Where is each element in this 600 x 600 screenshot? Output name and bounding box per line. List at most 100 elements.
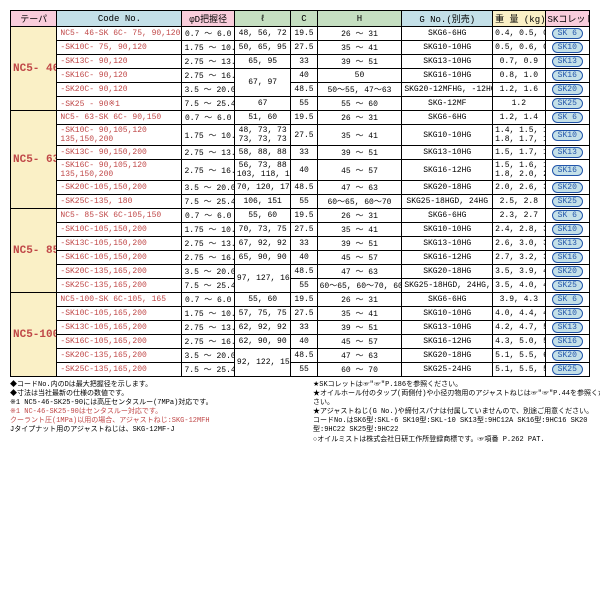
- w-cell: 1.5, 1.7, 1.9: [493, 146, 545, 160]
- code-cell: -SK10C-105,165,200: [57, 307, 182, 321]
- collet-capsule: SK 6: [552, 112, 583, 123]
- table-row: -SK20C-135,165,2003.5 ～ 20.092, 122, 157…: [11, 349, 590, 363]
- c-cell: 48.5: [291, 83, 317, 97]
- code-cell: NC5- 63-SK 6C- 90,150: [57, 111, 182, 125]
- w-cell: 1.5, 1.6, 1.71.8, 2.0, 2.2: [493, 160, 545, 181]
- header-c: C: [291, 11, 317, 27]
- table-row: NC5- 63NC5- 63-SK 6C- 90,1500.7 ～ 6.051,…: [11, 111, 590, 125]
- notes-right: ★SKコレットは☞"☞"P.186を参照ください。★オイルホール付のタップ(両側…: [313, 381, 600, 445]
- footer-notes: ◆コードNo.内のDは最大把握径を示します。◆寸法は当社最新の仕様の数値です。※…: [10, 381, 600, 445]
- table-row: -SK13C-105,165,2002.75 ～ 13.062, 92, 923…: [11, 321, 590, 335]
- c-cell: 33: [291, 146, 317, 160]
- h-cell: 39 ～ 51: [317, 55, 402, 69]
- c-cell: 40: [291, 160, 317, 181]
- l-cell: 67: [234, 97, 290, 111]
- code-cell: -SK10C-105,150,200: [57, 223, 182, 237]
- collet-cell: SK10: [545, 41, 589, 55]
- h-cell: 45 ～ 57: [317, 335, 402, 349]
- note-line: ★アジャストねじ(G No.)や締付スパナは付属していませんので、別途ご用意くだ…: [313, 408, 600, 417]
- h-cell: 47 ～ 63: [317, 265, 402, 279]
- collet-cell: SK13: [545, 146, 589, 160]
- code-cell: -SK10C- 90,105,120 135,150,200: [57, 125, 182, 146]
- code-cell: -SK13C- 90,150,200: [57, 146, 182, 160]
- table-row: -SK25 - 90※17.5 ～ 25.4675555 ～ 60SKG-12M…: [11, 97, 590, 111]
- g-cell: SKG20-18HG: [402, 265, 493, 279]
- c-cell: 27.5: [291, 223, 317, 237]
- code-cell: -SK13C- 90,120: [57, 55, 182, 69]
- code-cell: -SK13C-105,150,200: [57, 237, 182, 251]
- c-cell: 40: [291, 335, 317, 349]
- w-cell: 0.5, 0.6, 0.8: [493, 41, 545, 55]
- table-row: -SK25C-135,165,2007.5 ～ 25.45560～65, 60～…: [11, 279, 590, 293]
- c-cell: 55: [291, 97, 317, 111]
- collet-capsule: SK13: [552, 147, 583, 158]
- l-cell: 97, 127, 162: [234, 265, 290, 293]
- c-cell: 48.5: [291, 181, 317, 195]
- c-cell: 40: [291, 251, 317, 265]
- collet-cell: SK25: [545, 279, 589, 293]
- note-line: ◆コードNo.内のDは最大把握径を示します。: [10, 381, 307, 390]
- diam-cell: 1.75 ～ 10.0: [182, 41, 234, 55]
- table-body: NC5- 46NC5- 46-SK 6C- 75, 90,1200.7 ～ 6.…: [11, 27, 590, 377]
- diam-cell: 7.5 ～ 25.4: [182, 279, 234, 293]
- w-cell: 1.2: [493, 97, 545, 111]
- header-diam: φD把握径: [182, 11, 234, 27]
- diam-cell: 3.5 ～ 20.0: [182, 83, 234, 97]
- collet-capsule: SK25: [552, 280, 583, 291]
- table-row: -SK16C-105,165,2002.75 ～ 16.062, 90, 904…: [11, 335, 590, 349]
- note-line: ★オイルホール付のタップ(両側付)や小径刃物用のアジャストねじは☞"☞"P.44…: [313, 390, 600, 408]
- diam-cell: 2.75 ～ 16.0: [182, 160, 234, 181]
- collet-capsule: SK10: [552, 42, 583, 53]
- table-row: -SK10C- 90,105,120 135,150,2001.75 ～ 10.…: [11, 125, 590, 146]
- diam-cell: 2.75 ～ 16.0: [182, 335, 234, 349]
- diam-cell: 2.75 ～ 16.0: [182, 69, 234, 83]
- w-cell: 3.5, 3.9, 4.3: [493, 265, 545, 279]
- h-cell: 47 ～ 63: [317, 181, 402, 195]
- l-cell: 51, 60: [234, 111, 290, 125]
- diam-cell: 2.75 ～ 13.0: [182, 237, 234, 251]
- table-row: -SK10C- 75, 90,1201.75 ～ 10.050, 65, 952…: [11, 41, 590, 55]
- collet-capsule: SK16: [552, 336, 583, 347]
- diam-cell: 7.5 ～ 25.4: [182, 195, 234, 209]
- collet-capsule: SK16: [552, 165, 583, 176]
- collet-capsule: SK20: [552, 84, 583, 95]
- h-cell: 45 ～ 57: [317, 160, 402, 181]
- header-h: H: [317, 11, 402, 27]
- collet-capsule: SK10: [552, 130, 583, 141]
- collet-capsule: SK 6: [552, 294, 583, 305]
- c-cell: 27.5: [291, 125, 317, 146]
- collet-capsule: SK10: [552, 224, 583, 235]
- code-cell: -SK20C-105,150,200: [57, 181, 182, 195]
- w-cell: 2.5, 2.8: [493, 195, 545, 209]
- collet-cell: SK16: [545, 335, 589, 349]
- g-cell: SKG13-10HG: [402, 55, 493, 69]
- g-cell: SKG25-18HGD, 24HG, -24HG: [402, 279, 493, 293]
- l-cell: 57, 75, 75: [234, 307, 290, 321]
- diam-cell: 3.5 ～ 20.0: [182, 181, 234, 195]
- table-row: -SK20C-135,165,2003.5 ～ 20.097, 127, 162…: [11, 265, 590, 279]
- h-cell: 26 ～ 31: [317, 293, 402, 307]
- code-cell: -SK25 - 90※1: [57, 97, 182, 111]
- code-cell: -SK10C- 75, 90,120: [57, 41, 182, 55]
- table-row: -SK10C-105,165,2001.75 ～ 10.057, 75, 752…: [11, 307, 590, 321]
- l-cell: 92, 122, 157: [234, 349, 290, 377]
- g-cell: SKG20-18HG: [402, 349, 493, 363]
- l-cell: 56, 73, 88103, 118, 168: [234, 160, 290, 181]
- g-cell: SKG10-10HG: [402, 307, 493, 321]
- collet-cell: SK10: [545, 223, 589, 237]
- h-cell: 35 ～ 41: [317, 125, 402, 146]
- collet-cell: SK16: [545, 69, 589, 83]
- g-cell: SKG6-6HG: [402, 111, 493, 125]
- h-cell: 39 ～ 51: [317, 321, 402, 335]
- g-cell: SKG20-12MFHG, -12HG: [402, 83, 493, 97]
- table-row: NC5- 85NC5- 85-SK 6C-105,1500.7 ～ 6.055,…: [11, 209, 590, 223]
- diam-cell: 2.75 ～ 16.0: [182, 251, 234, 265]
- g-cell: SKG25-18HGD, 24HG: [402, 195, 493, 209]
- c-cell: 55: [291, 195, 317, 209]
- h-cell: 35 ～ 41: [317, 41, 402, 55]
- table-row: -SK16C- 90,105,120 135,150,2002.75 ～ 16.…: [11, 160, 590, 181]
- g-cell: SKG10-10HG: [402, 41, 493, 55]
- collet-capsule: SK16: [552, 70, 583, 81]
- collet-capsule: SK20: [552, 266, 583, 277]
- header-collet: SKコレット: [545, 11, 589, 27]
